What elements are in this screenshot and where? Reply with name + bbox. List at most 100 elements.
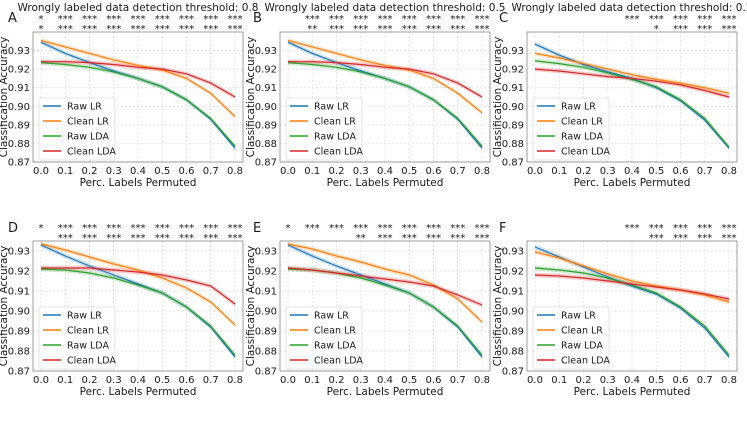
legend-clean-lr: Clean LR [561,117,603,128]
x-tick-label: 0.1 [304,375,320,386]
y-axis-label: Classification Accuracy [492,246,504,367]
y-tick-label: 0.89 [502,327,524,338]
x-axis-label: Perc. Labels Permuted [574,177,691,189]
y-tick-label: 0.87 [255,158,277,169]
panel-title: Wrongly labeled data detection threshold… [17,2,258,14]
significance-marker: *** [58,24,73,35]
legend-raw-lda: Raw LDA [314,341,356,352]
x-tick-label: 0.4 [624,375,640,386]
y-tick-label: 0.90 [8,102,30,113]
significance-marker: * [286,223,291,234]
significance-marker: *** [475,233,490,244]
significance-marker: *** [649,233,664,244]
significance-marker: *** [203,24,218,35]
significance-marker: *** [155,223,170,234]
x-tick-label: 0.2 [82,166,98,177]
x-tick-label: 0.0 [33,375,49,386]
significance-marker: *** [722,24,737,35]
y-tick-label: 0.91 [502,83,524,94]
significance-marker: *** [450,14,465,25]
y-axis-label: Classification Accuracy [0,37,10,158]
panel-f: F 0.87 0.88 0.89 0.90 0.91 0.92 0.93 0.0 0.1 0.2 0.… [492,221,738,398]
significance-marker: *** [722,223,737,234]
x-tick-label: 0.7 [697,166,713,177]
significance-marker: *** [426,24,441,35]
x-tick-label: 0.6 [179,375,195,386]
significance-marker: *** [82,233,97,244]
significance-marker: *** [426,233,441,244]
significance-marker: *** [131,233,146,244]
significance-marker: *** [378,223,393,234]
legend-raw-lda: Raw LDA [314,132,356,143]
legend-box [38,97,116,161]
panel-label: D [8,221,18,236]
significance-marker: *** [179,24,194,35]
x-tick-label: 0.7 [450,375,466,386]
x-tick-label: 0.7 [450,166,466,177]
line-clean-lda [41,61,236,98]
significance-marker: *** [378,233,393,244]
y-tick-label: 0.91 [8,287,30,298]
significance-marker: *** [450,233,465,244]
y-tick-label: 0.93 [8,247,30,258]
x-tick-label: 0.0 [527,375,543,386]
line-raw-lda [287,62,483,147]
y-tick-label: 0.87 [502,367,524,378]
legend-raw-lr: Raw LR [561,311,596,322]
x-tick-label: 0.3 [353,375,369,386]
significance-marker: *** [106,14,121,25]
significance-marker: *** [155,24,170,35]
line-clean-lda [288,61,483,98]
x-tick-label: 0.4 [377,166,393,177]
x-tick-label: 0.6 [673,375,689,386]
x-tick-label: 0.1 [57,166,73,177]
x-tick-label: 0.4 [130,375,146,386]
x-tick-label: 0.8 [474,375,490,386]
x-tick-label: 0.7 [203,166,219,177]
line-clean-lr [287,39,483,114]
significance-marker: *** [649,14,664,25]
legend-clean-lda: Clean LDA [561,356,610,367]
significance-marker: *** [58,233,73,244]
y-tick-label: 0.91 [255,83,277,94]
significance-marker: *** [131,223,146,234]
x-axis-label: Perc. Labels Permuted [327,386,444,398]
y-axis-label: Classification Accuracy [245,37,257,158]
line-clean-lda [41,267,236,305]
significance-marker: *** [697,233,712,244]
line-clean-lr [287,243,483,323]
panel-title: Wrongly labeled data detection threshold… [511,2,747,14]
x-tick-label: 0.3 [106,375,122,386]
significance-marker: *** [649,223,664,234]
significance-marker: *** [697,24,712,35]
y-tick-label: 0.88 [502,347,524,358]
line-clean-lda [287,267,483,306]
significance-marker: *** [722,14,737,25]
significance-marker: *** [353,14,368,25]
significance-marker: * [39,223,44,234]
legend-raw-lr: Raw LR [561,102,596,113]
significance-marker: *** [106,223,121,234]
plot-frame [32,240,244,372]
y-tick-label: 0.91 [8,83,30,94]
confidence-band [535,249,729,305]
panel-label: B [253,11,262,26]
significance-marker: *** [402,24,417,35]
significance-marker: *** [131,14,146,25]
x-tick-label: 0.2 [576,166,592,177]
x-tick-label: 0.1 [551,375,567,386]
legend-raw-lda: Raw LDA [67,341,109,352]
y-tick-label: 0.93 [255,247,277,258]
y-tick-label: 0.90 [502,307,524,318]
significance-marker: *** [475,223,490,234]
plot-frame [279,31,491,163]
legend-box [285,97,363,161]
y-tick-label: 0.88 [255,347,277,358]
y-tick-label: 0.93 [502,46,524,57]
x-tick-label: 0.5 [154,375,170,386]
line-raw-lda [534,60,730,148]
significance-marker: *** [402,233,417,244]
x-tick-label: 0.7 [697,375,713,386]
line-clean-lda [534,274,730,300]
significance-marker: *** [106,24,121,35]
